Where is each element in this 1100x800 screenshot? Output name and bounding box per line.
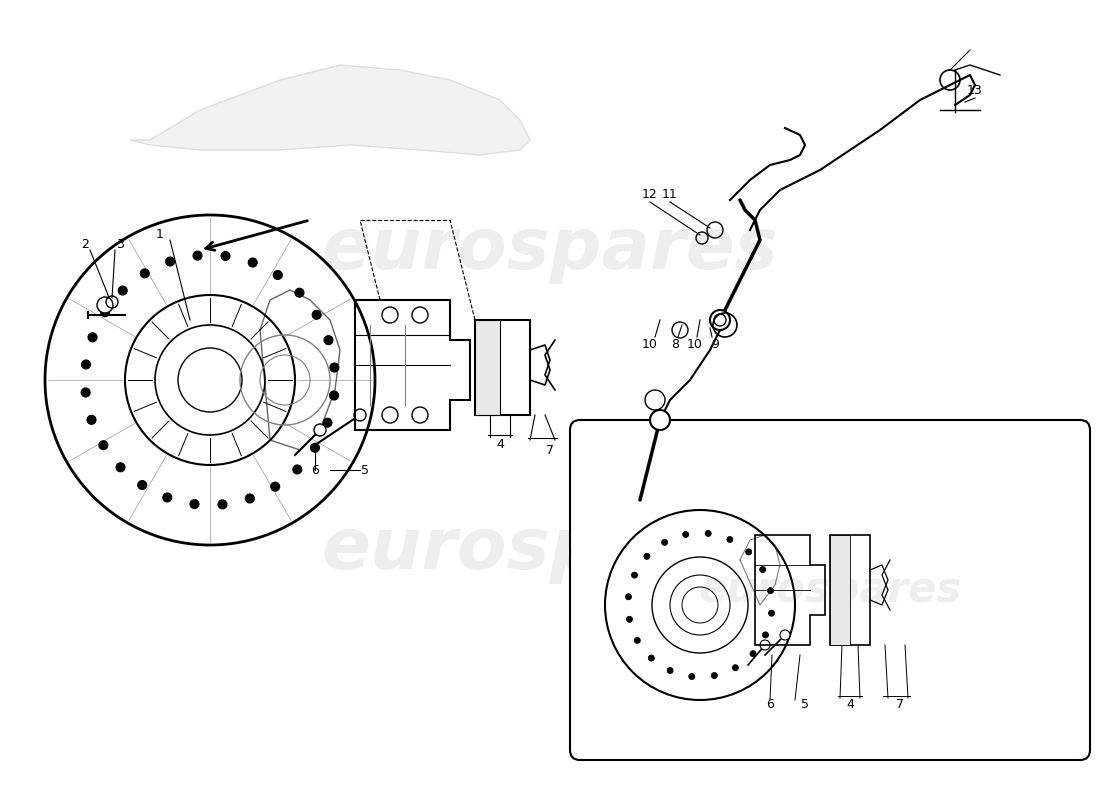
Circle shape bbox=[650, 410, 670, 430]
Circle shape bbox=[648, 655, 654, 661]
Circle shape bbox=[760, 640, 770, 650]
Circle shape bbox=[644, 554, 650, 559]
Circle shape bbox=[88, 333, 97, 342]
Circle shape bbox=[192, 251, 202, 260]
Circle shape bbox=[295, 288, 304, 297]
Circle shape bbox=[769, 610, 774, 616]
Text: 11: 11 bbox=[662, 189, 678, 202]
Text: 5: 5 bbox=[361, 463, 368, 477]
Text: 7: 7 bbox=[896, 698, 904, 711]
Circle shape bbox=[631, 572, 638, 578]
Circle shape bbox=[746, 549, 751, 555]
Text: eurospares: eurospares bbox=[321, 215, 779, 285]
Circle shape bbox=[354, 409, 366, 421]
Circle shape bbox=[689, 674, 695, 679]
Text: 3: 3 bbox=[117, 238, 124, 251]
Circle shape bbox=[314, 424, 326, 436]
Circle shape bbox=[87, 415, 96, 424]
Circle shape bbox=[768, 588, 773, 594]
Circle shape bbox=[99, 441, 108, 450]
Circle shape bbox=[118, 286, 128, 295]
Circle shape bbox=[626, 616, 632, 622]
Polygon shape bbox=[830, 535, 850, 645]
Circle shape bbox=[141, 269, 150, 278]
Circle shape bbox=[672, 322, 688, 338]
Circle shape bbox=[323, 418, 332, 427]
Circle shape bbox=[330, 363, 339, 372]
Text: 6: 6 bbox=[311, 463, 319, 477]
Circle shape bbox=[626, 594, 631, 600]
Circle shape bbox=[310, 443, 319, 452]
Circle shape bbox=[330, 391, 339, 400]
Circle shape bbox=[412, 307, 428, 323]
Circle shape bbox=[712, 673, 717, 678]
Text: 8: 8 bbox=[671, 338, 679, 351]
Circle shape bbox=[382, 307, 398, 323]
Circle shape bbox=[273, 270, 283, 279]
Circle shape bbox=[382, 407, 398, 423]
Circle shape bbox=[733, 665, 738, 670]
Text: 5: 5 bbox=[801, 698, 808, 711]
Circle shape bbox=[138, 481, 146, 490]
Circle shape bbox=[710, 310, 730, 330]
Circle shape bbox=[705, 530, 712, 537]
Circle shape bbox=[218, 500, 227, 509]
Text: 2: 2 bbox=[81, 238, 89, 251]
Text: 10: 10 bbox=[642, 338, 658, 351]
Circle shape bbox=[324, 336, 333, 345]
Text: 12: 12 bbox=[642, 189, 658, 202]
Text: 7: 7 bbox=[546, 443, 554, 457]
Text: 13: 13 bbox=[967, 83, 983, 97]
Circle shape bbox=[727, 537, 733, 542]
Circle shape bbox=[412, 407, 428, 423]
Circle shape bbox=[116, 463, 125, 472]
Text: 9: 9 bbox=[711, 338, 719, 351]
Circle shape bbox=[190, 499, 199, 509]
FancyBboxPatch shape bbox=[570, 420, 1090, 760]
Circle shape bbox=[81, 388, 90, 397]
Circle shape bbox=[81, 360, 90, 369]
Polygon shape bbox=[475, 320, 500, 415]
Text: eurospares: eurospares bbox=[698, 569, 961, 611]
Text: 6: 6 bbox=[766, 698, 774, 711]
Circle shape bbox=[661, 539, 668, 546]
Circle shape bbox=[667, 667, 673, 674]
Circle shape bbox=[750, 650, 756, 657]
Text: eurospares: eurospares bbox=[321, 515, 779, 585]
Circle shape bbox=[245, 494, 254, 503]
Circle shape bbox=[166, 257, 175, 266]
Text: 4: 4 bbox=[846, 698, 854, 711]
Text: 10: 10 bbox=[688, 338, 703, 351]
Circle shape bbox=[221, 251, 230, 261]
Circle shape bbox=[293, 465, 301, 474]
Circle shape bbox=[249, 258, 257, 267]
Circle shape bbox=[271, 482, 279, 491]
Circle shape bbox=[163, 493, 172, 502]
Polygon shape bbox=[130, 65, 530, 155]
Circle shape bbox=[760, 566, 766, 573]
Circle shape bbox=[100, 308, 110, 317]
Circle shape bbox=[683, 531, 689, 538]
Circle shape bbox=[312, 310, 321, 319]
Text: 1: 1 bbox=[156, 229, 164, 242]
Text: 4: 4 bbox=[496, 438, 504, 451]
Circle shape bbox=[780, 630, 790, 640]
Circle shape bbox=[635, 638, 640, 643]
Circle shape bbox=[762, 632, 769, 638]
Circle shape bbox=[97, 297, 113, 313]
